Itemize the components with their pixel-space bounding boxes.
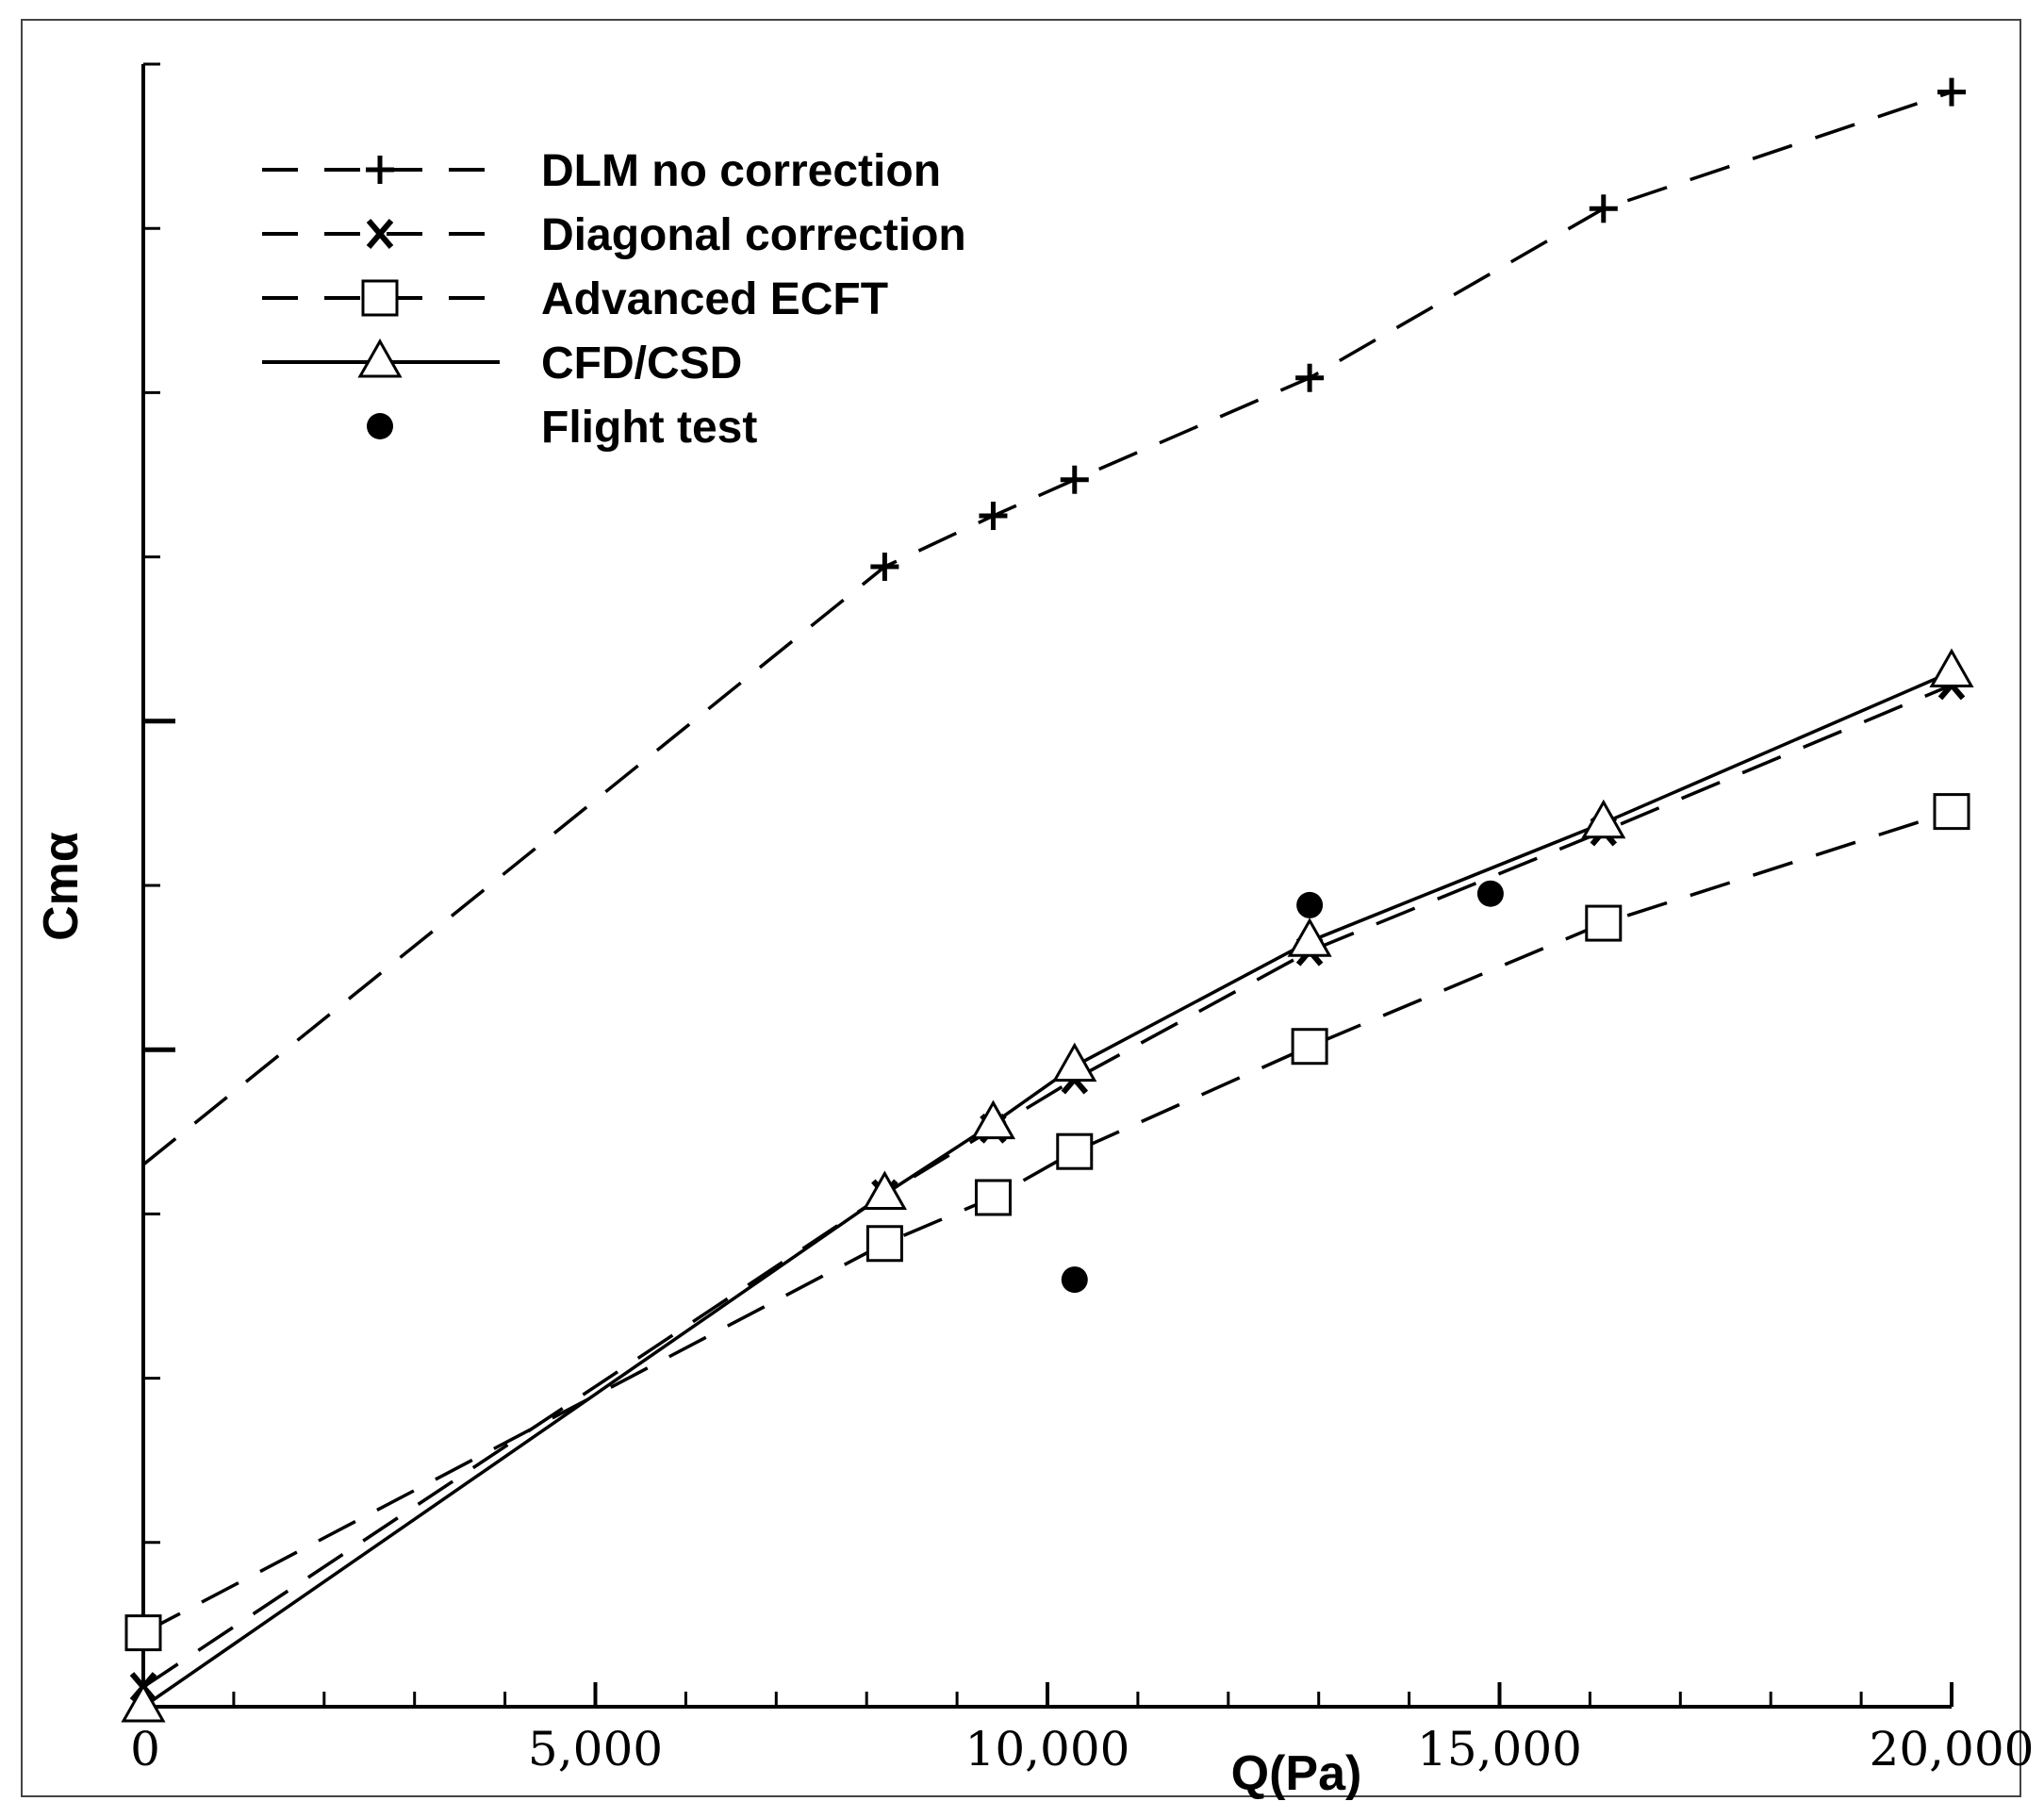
data-point xyxy=(1061,1266,1088,1294)
data-point xyxy=(870,553,899,582)
legend-marker xyxy=(361,279,399,317)
y-axis-title: Cmα xyxy=(34,832,89,941)
x-tick-label: 15,000 xyxy=(1417,1722,1582,1777)
x-tick-label: 5,000 xyxy=(528,1722,663,1777)
data-point xyxy=(124,1614,162,1652)
legend-item: Diagonal correction xyxy=(262,210,966,260)
data-point xyxy=(970,1099,1016,1140)
legend-item: Flight test xyxy=(367,403,757,453)
data-point xyxy=(1933,793,1970,831)
series-flight-test xyxy=(1061,880,1504,1294)
legend: DLM no correction Diagonal correction Adva… xyxy=(262,146,966,453)
data-point xyxy=(1287,917,1332,957)
data-point xyxy=(121,1682,166,1723)
x-tick-label: 10,000 xyxy=(965,1722,1130,1777)
series-diagonal-correction xyxy=(129,669,1966,1703)
data-point xyxy=(1476,880,1504,907)
series-line xyxy=(142,669,1953,1709)
data-point xyxy=(979,502,1008,531)
data-point xyxy=(1585,904,1623,942)
data-point xyxy=(1296,891,1324,918)
series-cfd-csd xyxy=(121,648,1974,1723)
data-point xyxy=(974,1179,1012,1216)
axes: 0 5,000 10,000 15,000 20,000 xyxy=(130,62,2035,1777)
figure-frame xyxy=(21,19,2021,1797)
legend-item: CFD/CSD xyxy=(262,338,742,388)
series-layer xyxy=(121,77,1974,1723)
legend-marker xyxy=(367,413,393,439)
legend-marker xyxy=(366,156,394,184)
data-point xyxy=(862,1170,907,1210)
x-tick-label: 0 xyxy=(130,1722,160,1777)
x-axis-title: Q(Pa) xyxy=(1231,1746,1362,1801)
data-point xyxy=(1937,77,1966,107)
series-line xyxy=(141,90,1953,1166)
legend-marker xyxy=(357,338,403,378)
series-advanced-ecft xyxy=(124,793,1970,1652)
data-point xyxy=(1056,1132,1094,1170)
data-point xyxy=(1291,1028,1328,1066)
series-dlm-no-correction xyxy=(141,77,1966,1166)
series-line xyxy=(142,683,1953,1689)
legend-item: Advanced ECFT xyxy=(262,274,888,324)
legend-label: Advanced ECFT xyxy=(541,274,888,324)
legend-label: CFD/CSD xyxy=(541,339,742,388)
legend-label: Flight test xyxy=(541,403,757,453)
data-point xyxy=(1060,465,1089,494)
legend-item: DLM no correction xyxy=(262,146,941,196)
data-point xyxy=(1929,648,1974,688)
legend-marker xyxy=(366,219,394,249)
legend-label: DLM no correction xyxy=(541,146,941,196)
data-point xyxy=(1581,799,1626,839)
legend-label: Diagonal correction xyxy=(541,210,966,260)
x-tick-label: 20,000 xyxy=(1870,1722,2035,1777)
data-point xyxy=(1052,1042,1097,1083)
data-point xyxy=(1589,194,1618,223)
data-point xyxy=(1295,363,1325,392)
data-point xyxy=(865,1225,903,1263)
series-line xyxy=(142,809,1953,1635)
